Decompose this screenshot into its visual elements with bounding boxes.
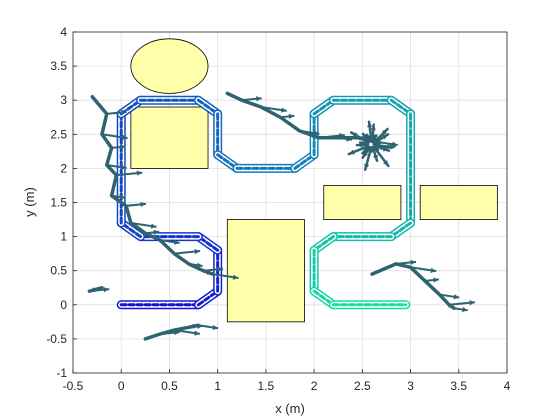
- arrow-head: [382, 134, 389, 140]
- arrow-head: [120, 164, 127, 170]
- arrow-head: [367, 121, 373, 128]
- arrow-head: [430, 267, 437, 273]
- arrow-head: [119, 194, 126, 200]
- arrow-head: [383, 160, 389, 166]
- x-tick-label: 2: [311, 379, 318, 393]
- arrow-head: [382, 146, 389, 152]
- arrow-head: [196, 262, 203, 268]
- trail-line: [90, 95, 215, 276]
- arrow-head: [453, 294, 460, 300]
- obstacle-ellipse: [130, 38, 209, 94]
- arrow-head: [372, 144, 379, 150]
- arrow-head: [448, 302, 454, 309]
- y-tick-label: 3: [60, 93, 67, 107]
- y-tick-label: 2.5: [50, 127, 67, 141]
- arrow-head: [433, 277, 439, 283]
- arrow-cluster: [347, 120, 395, 171]
- arrow-head: [212, 324, 219, 331]
- arrow-head: [313, 130, 320, 136]
- arrow-head: [387, 144, 393, 150]
- obstacle-rect: [130, 106, 209, 169]
- arrow-head: [173, 239, 180, 245]
- far-left-trail: [87, 286, 110, 293]
- x-tick-label: 0.5: [161, 379, 178, 393]
- arrow-head: [194, 330, 200, 336]
- arrow-head: [140, 201, 146, 208]
- arrow-head: [119, 144, 126, 150]
- arrow-head: [391, 141, 398, 147]
- arrow-trails: [87, 91, 476, 341]
- y-axis-title: y (m): [22, 187, 37, 217]
- arrow-head: [469, 300, 476, 306]
- x-tick-label: 3: [407, 379, 414, 393]
- arrow-head: [363, 133, 369, 140]
- arrow-head: [410, 259, 416, 266]
- arrow-head: [362, 151, 369, 158]
- arrow-head: [356, 142, 363, 148]
- arrow-head: [150, 223, 157, 229]
- obstacles: [130, 38, 498, 323]
- arrow-head: [288, 113, 295, 119]
- x-tick-label: 3.5: [450, 379, 467, 393]
- arrow-head: [370, 124, 376, 131]
- y-tick-label: 1: [60, 230, 67, 244]
- arrow-head: [194, 248, 201, 255]
- arrow-head: [364, 163, 370, 170]
- y-tick-label: -1: [56, 366, 67, 380]
- y-tick-label: -0.5: [46, 332, 67, 346]
- arrow-head: [281, 107, 287, 113]
- y-tick-label: 2: [60, 161, 67, 175]
- arrow-head: [121, 134, 128, 140]
- obstacle-rect: [419, 185, 498, 220]
- arrow-head: [217, 266, 224, 272]
- arrow-head: [256, 96, 262, 102]
- arrow-head: [351, 132, 358, 138]
- y-tick-label: 0.5: [50, 264, 67, 278]
- arrow-head: [121, 109, 127, 115]
- x-tick-label: 0: [118, 379, 125, 393]
- left-trail: [90, 95, 239, 280]
- arrow-head: [381, 129, 388, 135]
- arrow-head: [192, 323, 199, 329]
- arrow-head: [462, 306, 468, 313]
- bottom-right-trail: [370, 259, 476, 313]
- arrow-head: [206, 269, 213, 275]
- obstacle-rect: [226, 219, 305, 323]
- arrow-head: [174, 330, 180, 336]
- arrow-head: [346, 136, 353, 142]
- arrow-head: [153, 229, 160, 235]
- arrow-head: [103, 287, 110, 293]
- bottom-trail: [143, 323, 219, 341]
- arrow-head: [339, 133, 345, 139]
- x-tick-label: 2.5: [354, 379, 371, 393]
- y-tick-label: 4: [60, 25, 67, 39]
- y-tick-label: 1.5: [50, 196, 67, 210]
- arrow-head: [372, 154, 378, 161]
- x-tick-label: 1: [214, 379, 221, 393]
- arrow-head: [348, 149, 355, 155]
- obstacle-rect: [323, 185, 402, 220]
- y-tick-label: 0: [60, 298, 67, 312]
- y-tick-label: 3.5: [50, 59, 67, 73]
- x-tick-label: -0.5: [63, 379, 84, 393]
- arrow-head: [369, 146, 375, 152]
- arrow-head: [89, 287, 96, 293]
- x-axis-title: x (m): [275, 401, 305, 416]
- arrow-head: [232, 274, 239, 280]
- x-tick-label: 4: [504, 379, 511, 393]
- axis-ticks: -0.5 0 0.5 1 1.5 2 2.5 3 3.5 4-1-0.500.511.522.53…: [46, 25, 510, 393]
- x-tick-label: 1.5: [258, 379, 275, 393]
- arrow-head: [136, 170, 143, 176]
